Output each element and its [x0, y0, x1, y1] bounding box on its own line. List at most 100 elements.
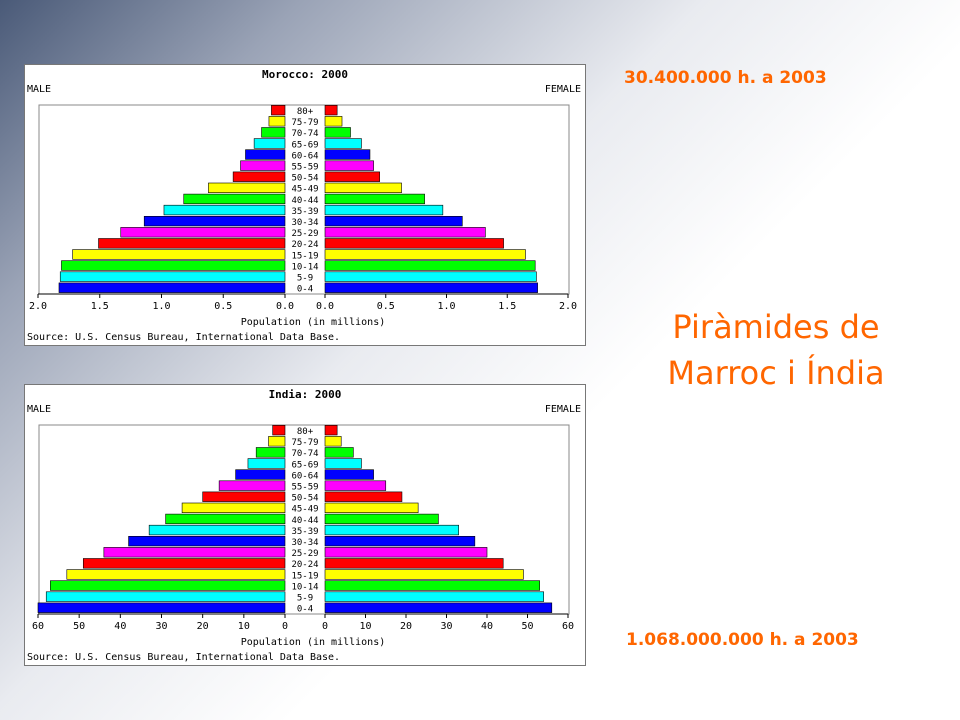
india-age-label-10-14: 10-14 [291, 582, 318, 592]
morocco-male-bar-25-29 [120, 227, 286, 238]
morocco-age-label-5-9: 5-9 [297, 274, 313, 284]
india-male-bar-15-19 [66, 569, 286, 580]
india-age-label-20-24: 20-24 [291, 560, 318, 570]
india-female-bar-5-9 [324, 591, 544, 602]
india-female-tick-label-3: 30 [440, 621, 452, 632]
india-male-label: MALE [27, 404, 51, 415]
morocco-female-bar-50-54 [324, 171, 380, 182]
india-age-label-35-39: 35-39 [291, 527, 318, 537]
morocco-female-bar-35-39 [324, 204, 444, 216]
india-age-label-60-64: 60-64 [291, 471, 318, 481]
india-male-bar-30-34 [128, 536, 286, 547]
india-male-bar-45-49 [181, 502, 286, 513]
india-female-bar-25-29 [324, 547, 488, 558]
india-female-bar-20-24 [324, 558, 504, 569]
india-female-bar-35-39 [324, 524, 459, 536]
morocco-age-label-50-54: 50-54 [291, 174, 318, 184]
morocco-male-bar-55-59 [240, 160, 286, 171]
slide-title: Piràmides de Marroc i Índia [636, 304, 916, 396]
india-female-tick-label-2: 20 [400, 621, 412, 632]
india-male-tick-label-4: 20 [197, 621, 209, 632]
india-plot-frame [38, 424, 570, 615]
india-age-label-45-49: 45-49 [291, 505, 318, 515]
india-age-label-15-19: 15-19 [291, 571, 318, 581]
india-age-label-65-69: 65-69 [291, 460, 318, 470]
morocco-female-bar-30-34 [324, 216, 463, 227]
morocco-age-label-0-4: 0-4 [297, 285, 313, 295]
india-female-bar-0-4 [324, 602, 553, 613]
morocco-age-label-35-39: 35-39 [291, 207, 318, 217]
india-population-caption: 1.068.000.000 h. a 2003 [626, 630, 859, 650]
morocco-male-bar-45-49 [208, 182, 286, 193]
morocco-male-bar-40-44 [183, 193, 286, 205]
india-age-label-75-79: 75-79 [291, 438, 318, 448]
morocco-female-bar-5-9 [324, 271, 537, 282]
morocco-female-bar-75-79 [324, 116, 343, 127]
morocco-male-label: MALE [27, 84, 51, 95]
india-female-bar-30-34 [324, 536, 476, 547]
slide-title-line-1: Piràmides de [672, 308, 880, 346]
morocco-female-label: FEMALE [545, 84, 581, 95]
india-age-label-80+: 80+ [297, 427, 314, 437]
india-age-label-30-34: 30-34 [291, 538, 318, 548]
morocco-female-bar-70-74 [324, 127, 351, 138]
india-female-tick-label-5: 50 [521, 621, 533, 632]
morocco-female-bar-20-24 [324, 238, 504, 249]
morocco-male-tick-label-2: 1.0 [152, 301, 170, 312]
morocco-male-bar-75-79 [268, 116, 286, 127]
india-male-bar-65-69 [247, 458, 286, 469]
india-chart-title: India: 2000 [269, 388, 342, 401]
morocco-male-bar-0-4 [58, 282, 286, 293]
india-age-label-40-44: 40-44 [291, 516, 318, 526]
india-pyramid-svg: India: 2000 MALE FEMALE 0-45-9 10-1415-1920-… [27, 388, 581, 663]
india-male-tick-label-6: 0 [282, 621, 288, 632]
morocco-male-tick-label-4: 0.0 [276, 301, 294, 312]
india-male-bar-10-14 [50, 580, 286, 591]
morocco-female-tick-label-3: 1.5 [498, 301, 516, 312]
india-age-label-0-4: 0-4 [297, 605, 313, 615]
morocco-female-tick-label-4: 2.0 [559, 301, 577, 312]
india-female-bar-55-59 [324, 480, 387, 491]
morocco-male-tick-label-3: 0.5 [214, 301, 232, 312]
india-x-axis-label: Population (in millions) [241, 637, 386, 648]
india-female-tick-label-6: 60 [562, 621, 574, 632]
india-male-bar-80+ [272, 424, 286, 436]
india-male-bar-70-74 [255, 447, 286, 458]
india-female-bar-80+ [324, 424, 338, 436]
morocco-female-bar-45-49 [324, 182, 402, 193]
morocco-age-label-75-79: 75-79 [291, 118, 318, 128]
morocco-male-tick-label-0: 2.0 [29, 301, 47, 312]
india-female-bar-75-79 [324, 436, 342, 447]
india-age-label-5-9: 5-9 [297, 594, 313, 604]
morocco-chart-title: Morocco: 2000 [262, 68, 348, 81]
morocco-male-bar-5-9 [59, 271, 286, 282]
india-pyramid-chart: India: 2000 MALE FEMALE 0-4 5-9 10-14 15-19 20-… [24, 384, 586, 666]
morocco-female-tick-label-0: 0.0 [316, 301, 334, 312]
morocco-source-note: Source: U.S. Census Bureau, Internationa… [27, 332, 340, 343]
india-male-tick-label-0: 60 [32, 621, 44, 632]
india-male-bar-50-54 [202, 491, 286, 502]
morocco-x-axis-label: Population (in millions) [241, 317, 386, 328]
india-male-bar-55-59 [218, 480, 286, 491]
india-female-tick-label-1: 10 [359, 621, 371, 632]
india-male-bar-0-4 [37, 602, 286, 613]
morocco-male-bar-30-34 [143, 216, 286, 227]
morocco-female-bar-10-14 [324, 260, 536, 271]
morocco-age-label-65-69: 65-69 [291, 140, 318, 150]
morocco-female-bar-40-44 [324, 193, 425, 205]
morocco-plot-frame [38, 104, 570, 295]
morocco-female-tick-label-2: 1.0 [437, 301, 455, 312]
morocco-female-bar-0-4 [324, 282, 538, 293]
india-female-tick-label-4: 40 [481, 621, 493, 632]
india-age-label-70-74: 70-74 [291, 449, 318, 459]
morocco-male-bar-10-14 [61, 260, 286, 271]
india-male-tick-label-2: 40 [114, 621, 126, 632]
morocco-male-bar-60-64 [245, 149, 286, 160]
morocco-female-bar-65-69 [324, 138, 362, 149]
morocco-male-bar-80+ [271, 104, 286, 116]
india-male-bar-75-79 [268, 436, 286, 447]
india-age-label-25-29: 25-29 [291, 549, 318, 559]
morocco-age-label-25-29: 25-29 [291, 229, 318, 239]
india-male-tick-label-1: 50 [73, 621, 85, 632]
morocco-age-label-80+: 80+ [297, 107, 314, 117]
